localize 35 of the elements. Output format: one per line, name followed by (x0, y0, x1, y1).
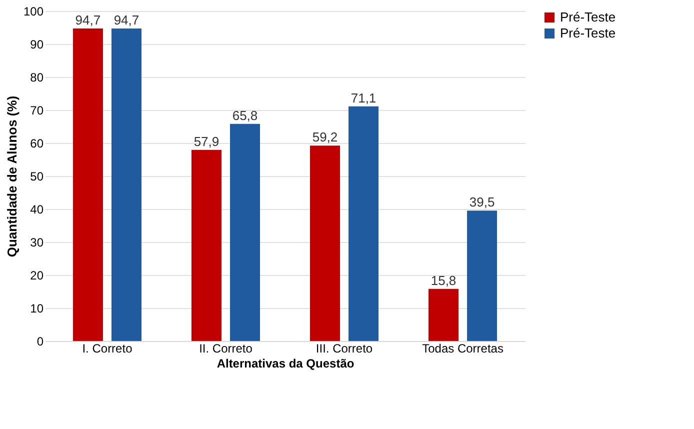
y-tick-label: 80 (30, 70, 44, 84)
data-label: 94,7 (75, 12, 101, 28)
bar (230, 124, 260, 341)
bar (111, 28, 142, 341)
y-tick-label: 0 (36, 334, 44, 348)
bar (348, 106, 379, 341)
y-tick-label: 20 (30, 268, 44, 282)
bar (467, 210, 498, 341)
bar (191, 150, 222, 341)
x-axis-title: Alternativas da Questão (216, 356, 354, 370)
x-tick-label: II. Correto (199, 342, 253, 356)
data-label: 71,1 (350, 90, 376, 106)
x-tick-label: III. Correto (316, 342, 373, 356)
y-axis-title: Quantidade de Alunos (%) (4, 96, 20, 258)
y-tick-label: 60 (30, 136, 44, 150)
bar (428, 288, 459, 341)
legend-label: Pré-Teste (560, 26, 616, 40)
y-tick-label: 40 (30, 202, 44, 216)
y-tick-label: 10 (30, 302, 44, 316)
y-tick-label: 30 (30, 236, 44, 250)
bar (72, 28, 103, 341)
y-tick-label: 100 (23, 4, 44, 18)
x-tick-label: I. Correto (82, 342, 133, 356)
x-tick-label: Todas Corretas (422, 342, 504, 356)
data-label: 65,8 (232, 108, 258, 123)
data-label: 59,2 (312, 130, 338, 145)
y-tick-label: 50 (30, 170, 44, 184)
legend-label: Pré-Teste (560, 10, 616, 24)
bar (310, 146, 340, 341)
data-label: 94,7 (114, 12, 140, 28)
y-tick-label: 90 (30, 38, 44, 52)
data-label: 57,9 (194, 134, 220, 149)
data-label: 39,5 (469, 194, 495, 210)
y-tick-label: 70 (30, 104, 44, 118)
data-label: 15,8 (430, 272, 456, 288)
